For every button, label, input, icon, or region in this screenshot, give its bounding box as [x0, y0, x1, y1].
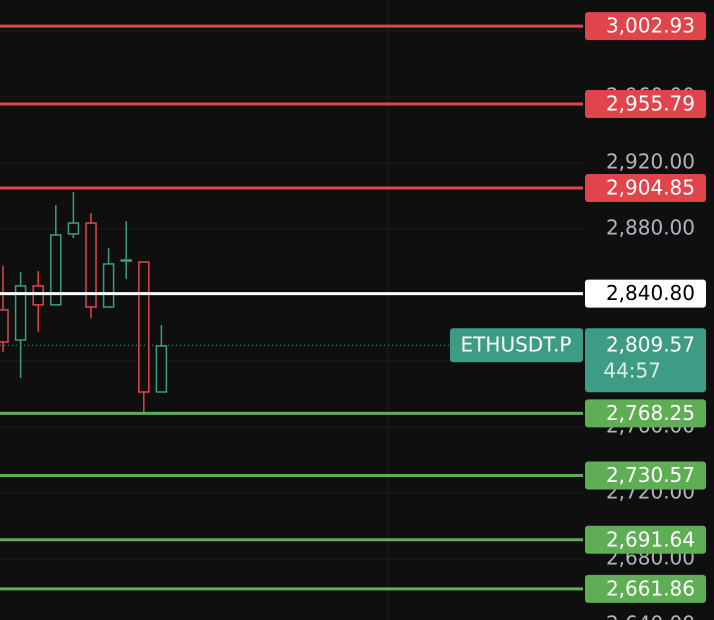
level-label: 2,730.57 [606, 463, 695, 487]
level-label: 2,955.79 [606, 91, 695, 115]
level-label-box [585, 525, 706, 554]
candle-body [14, 285, 27, 341]
countdown-label: 44:57 [603, 359, 661, 383]
candle-body [67, 222, 80, 235]
level-label-box [585, 574, 706, 603]
last-price-label: 2,809.57 [606, 333, 695, 357]
last-price-box [585, 328, 706, 393]
symbol-label: ETHUSDT.P [461, 333, 572, 357]
candle-body [50, 234, 62, 306]
symbol-label-box [450, 328, 583, 363]
level-label-box [585, 173, 706, 202]
candle-body [155, 345, 168, 393]
candle-body [32, 285, 44, 306]
level-label: 3,002.93 [606, 14, 695, 38]
candle-body [102, 263, 115, 308]
y-tick-label: 2,880.00 [606, 215, 695, 239]
y-tick-label: 2,920.00 [606, 150, 695, 174]
level-label-box [585, 461, 706, 490]
candle-body [85, 222, 97, 308]
candle-body [138, 261, 150, 393]
level-label-box [585, 399, 706, 428]
level-label-box [585, 89, 706, 118]
candle-body [120, 259, 132, 262]
level-label: 2,840.80 [606, 281, 695, 305]
level-label-box [585, 279, 706, 308]
level-label: 2,768.25 [606, 401, 695, 425]
level-label-box [585, 12, 706, 41]
level-label: 2,691.64 [606, 527, 695, 551]
level-label: 2,661.86 [606, 576, 695, 600]
level-label: 2,904.85 [606, 175, 695, 199]
y-tick-label: 2,640.00 [606, 611, 695, 620]
candle-body [0, 309, 9, 343]
